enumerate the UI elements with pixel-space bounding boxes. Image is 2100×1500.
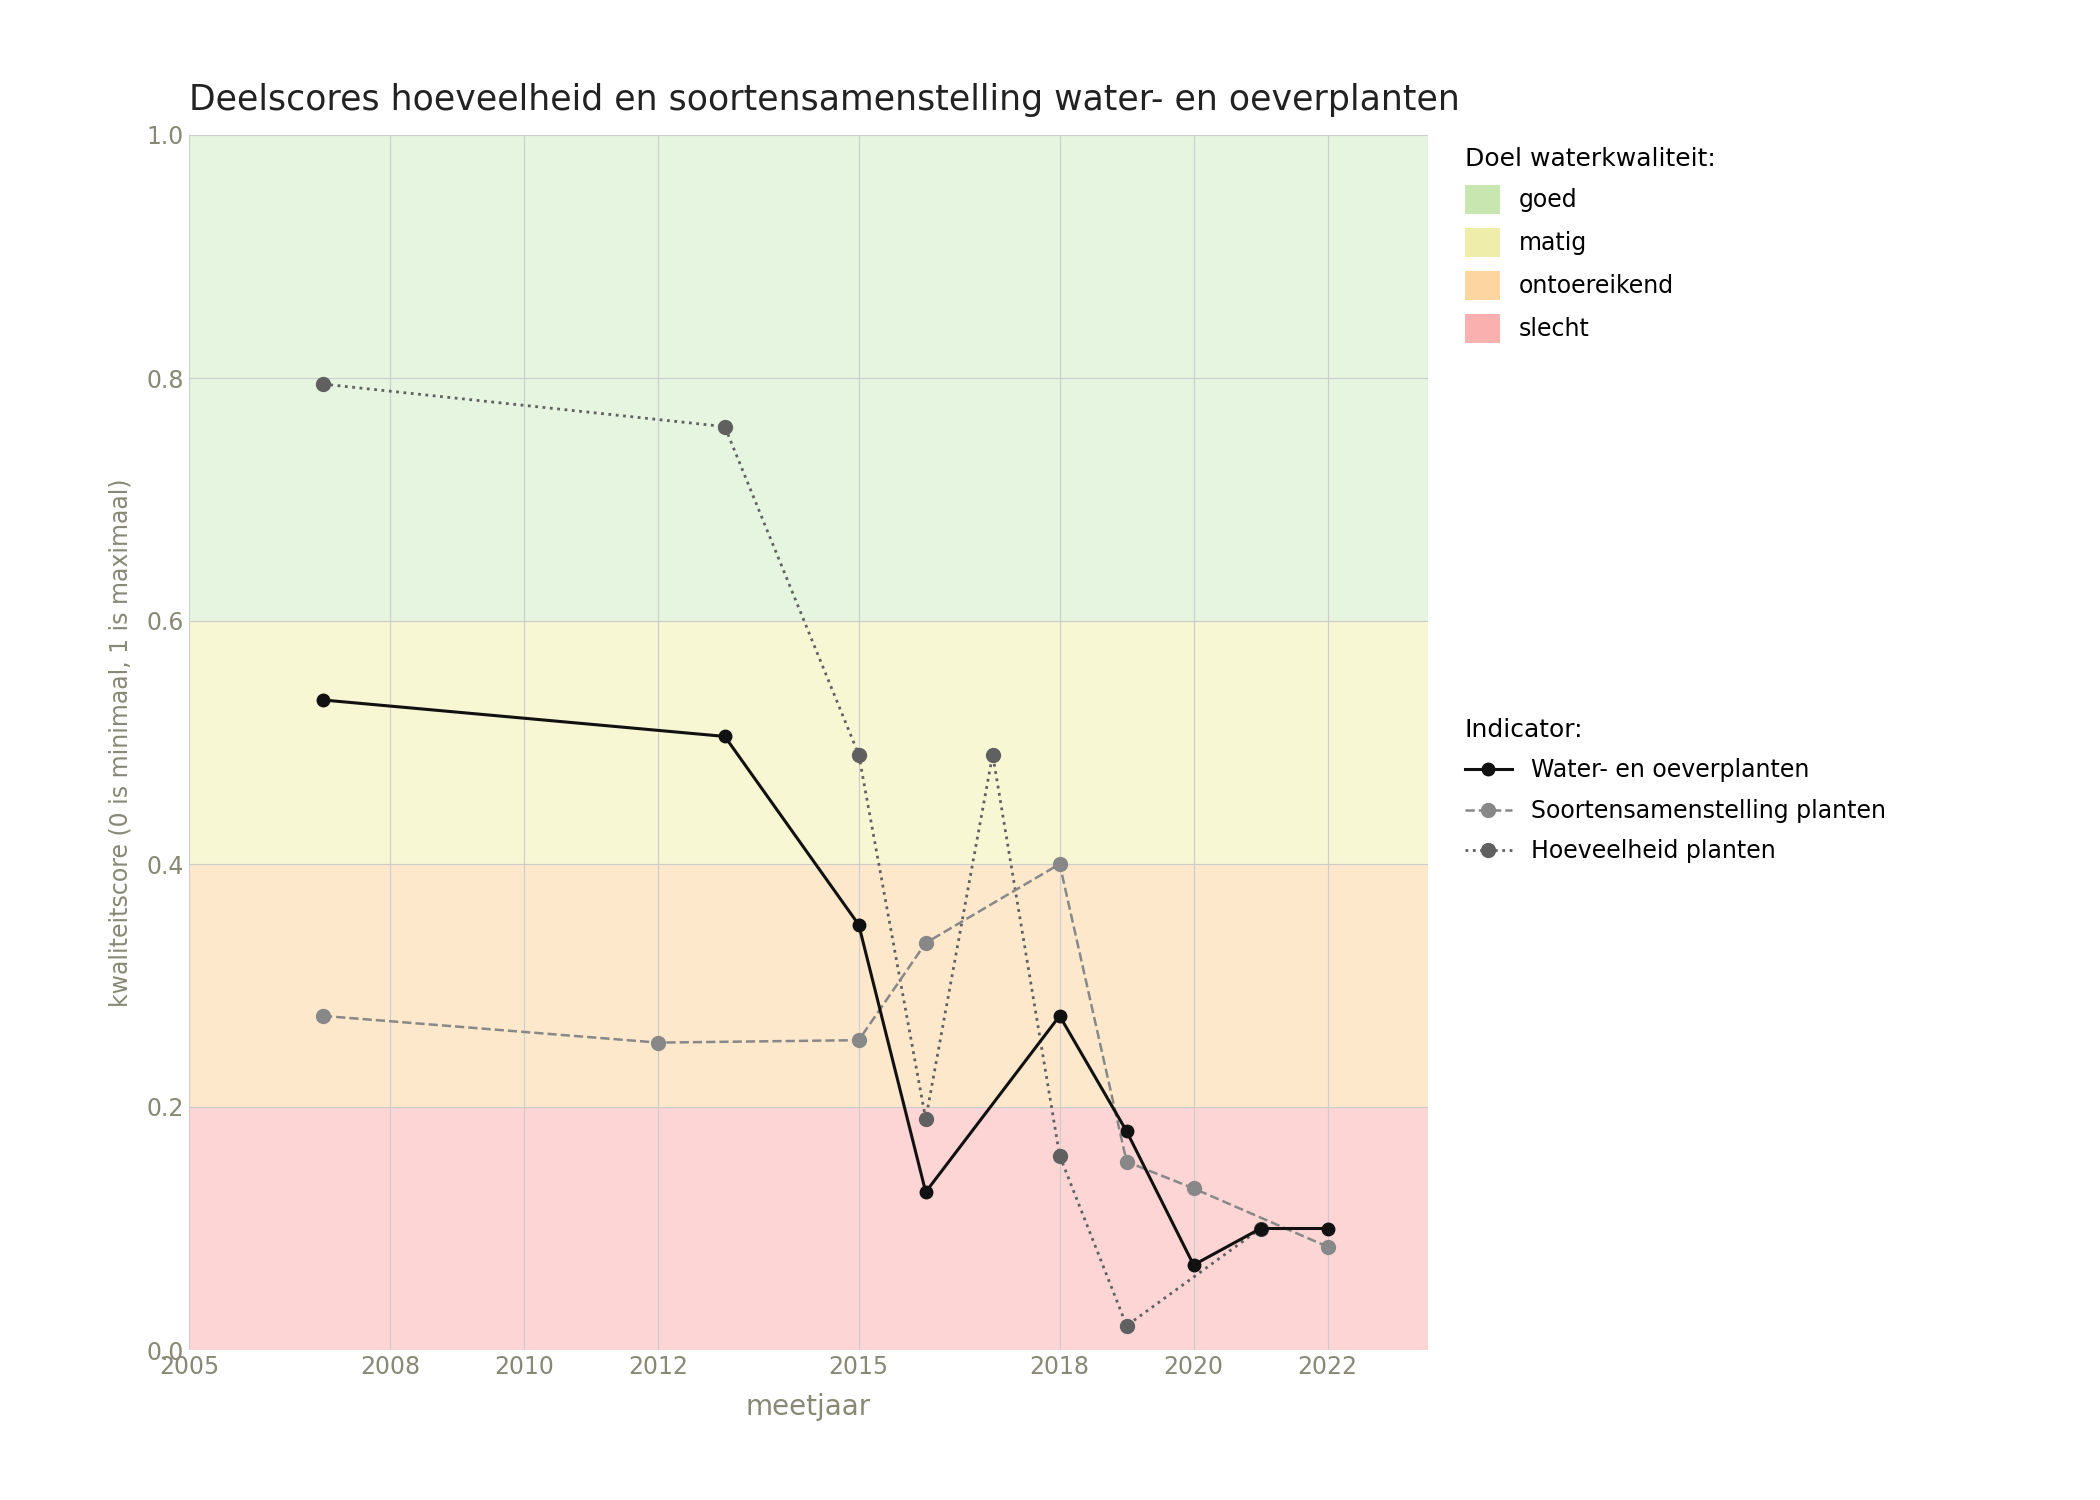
Water- en oeverplanten <box>1180 1256 1205 1274</box>
Line: Soortensamenstelling planten: Soortensamenstelling planten <box>315 856 1334 1254</box>
Bar <box>189 1107 1428 1350</box>
Hoeveelheid planten <box>1247 1220 1273 1238</box>
Hoeveelheid planten <box>712 417 737 435</box>
Hoeveelheid planten <box>846 746 872 764</box>
Water- en oeverplanten <box>1247 1220 1273 1238</box>
Soortensamenstelling planten <box>1113 1152 1138 1170</box>
Soortensamenstelling planten <box>645 1034 670 1052</box>
Bar <box>189 864 1428 1107</box>
Water- en oeverplanten <box>712 728 737 746</box>
Water- en oeverplanten <box>914 1184 939 1202</box>
Text: Deelscores hoeveelheid en soortensamenstelling water- en oeverplanten: Deelscores hoeveelheid en soortensamenst… <box>189 82 1460 117</box>
Water- en oeverplanten <box>1315 1220 1340 1238</box>
Soortensamenstelling planten <box>311 1007 336 1025</box>
Bar <box>189 135 1428 621</box>
Line: Hoeveelheid planten: Hoeveelheid planten <box>315 376 1268 1332</box>
Soortensamenstelling planten <box>914 934 939 952</box>
Soortensamenstelling planten <box>1048 855 1073 873</box>
Hoeveelheid planten <box>311 375 336 393</box>
Soortensamenstelling planten <box>1180 1179 1205 1197</box>
Hoeveelheid planten <box>1048 1146 1073 1164</box>
Hoeveelheid planten <box>981 746 1006 764</box>
Water- en oeverplanten <box>311 692 336 709</box>
Y-axis label: kwaliteitscore (0 is minimaal, 1 is maximaal): kwaliteitscore (0 is minimaal, 1 is maxi… <box>109 478 132 1006</box>
Water- en oeverplanten <box>846 915 872 933</box>
Water- en oeverplanten <box>1048 1007 1073 1025</box>
Hoeveelheid planten <box>914 1110 939 1128</box>
Hoeveelheid planten <box>1113 1317 1138 1335</box>
Soortensamenstelling planten <box>846 1030 872 1048</box>
Line: Water- en oeverplanten: Water- en oeverplanten <box>317 693 1334 1270</box>
Legend: Water- en oeverplanten, Soortensamenstelling planten, Hoeveelheid planten: Water- en oeverplanten, Soortensamenstel… <box>1464 718 1886 864</box>
X-axis label: meetjaar: meetjaar <box>746 1392 872 1420</box>
Water- en oeverplanten <box>1113 1122 1138 1140</box>
Soortensamenstelling planten <box>1315 1238 1340 1256</box>
Bar <box>189 621 1428 864</box>
